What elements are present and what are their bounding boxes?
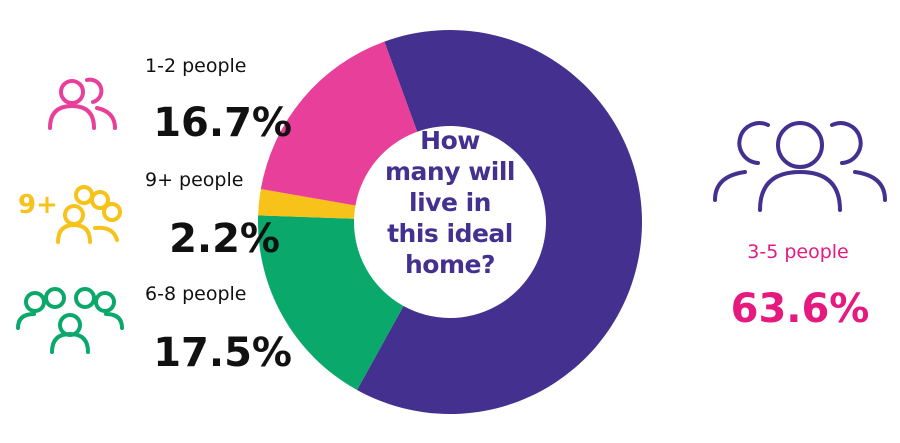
icon-1-2 [48, 77, 117, 130]
value-label: 2.2% [169, 216, 280, 262]
icon-text: 9+ [18, 190, 58, 220]
category-label: 1-2 people [145, 55, 246, 77]
category-label: 6-8 people [145, 283, 246, 305]
category-label: 3-5 people [747, 241, 848, 263]
value-label: 17.5% [153, 330, 292, 376]
donut-slice [260, 41, 418, 206]
donut-slice [258, 189, 356, 219]
chart-title: How many will live in this ideal home? [384, 126, 516, 279]
icon-3-5 [713, 121, 887, 212]
value-label: 16.7% [153, 100, 292, 146]
category-label: 9+ people [145, 169, 243, 191]
donut-slice [357, 30, 642, 414]
icon-9plus: 9+ [18, 185, 122, 244]
value-label: 63.6% [731, 286, 870, 332]
icon-6-8 [16, 287, 124, 354]
donut-slice [258, 215, 404, 390]
